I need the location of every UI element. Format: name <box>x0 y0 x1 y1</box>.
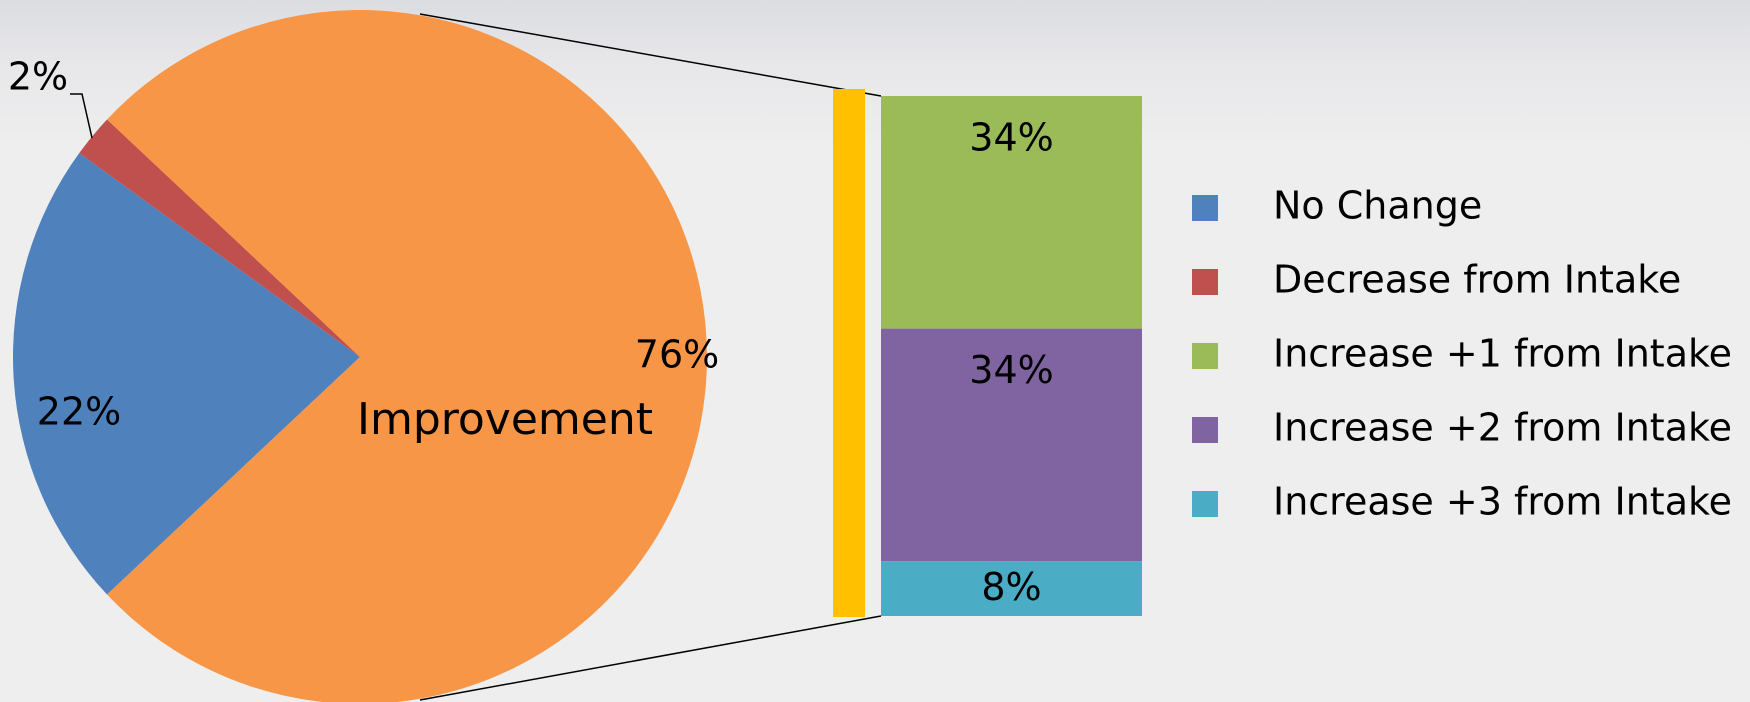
stacked-bar: 34% 34% 8% <box>833 89 1142 617</box>
legend-label-increase-3-from-intake: Increase +3 from Intake <box>1273 480 1732 524</box>
legend-swatch-increase-3-from-intake <box>1192 491 1218 517</box>
legend-label-increase-2-from-intake: Increase +2 from Intake <box>1273 406 1732 450</box>
pie-label-decrease: 2% <box>8 55 68 99</box>
bar-segment-increase-2-from-intake <box>881 328 1142 562</box>
legend-swatch-increase-1-from-intake <box>1192 343 1218 369</box>
legend: No Change Decrease from Intake Increase +1… <box>1192 184 1732 524</box>
pie-category-label-improvement: Improvement <box>357 394 653 445</box>
connector-lines <box>419 13 882 701</box>
bar-segment-increase-3-from-intake <box>881 561 1142 616</box>
bar-label-1: 34% <box>969 116 1053 160</box>
pie-label-improvement: 76% <box>635 333 719 377</box>
bar-label-2: 34% <box>969 348 1053 392</box>
pie-slice-no-change <box>12 153 360 595</box>
pie-label-no-change: 22% <box>37 390 121 434</box>
legend-swatch-decrease-from-intake <box>1192 269 1218 295</box>
bar-label-3: 8% <box>981 565 1041 609</box>
connector-line-top <box>419 13 882 97</box>
pie-chart: 22% 76% Improvement 2% <box>8 10 719 702</box>
legend-label-increase-1-from-intake: Increase +1 from Intake <box>1273 332 1732 376</box>
bar-segment-increase-1-from-intake <box>881 96 1142 329</box>
legend-swatch-increase-2-from-intake <box>1192 417 1218 443</box>
pie-slice-decrease-from-intake <box>79 119 360 357</box>
pie-label-leader-line <box>70 93 93 139</box>
connector-line-bottom <box>419 615 882 701</box>
bar-accent-strip <box>833 89 865 617</box>
pie-slice-improvement <box>107 10 707 702</box>
legend-swatch-no-change <box>1192 195 1218 221</box>
legend-label-decrease-from-intake: Decrease from Intake <box>1273 258 1681 302</box>
legend-label-no-change: No Change <box>1273 184 1482 228</box>
